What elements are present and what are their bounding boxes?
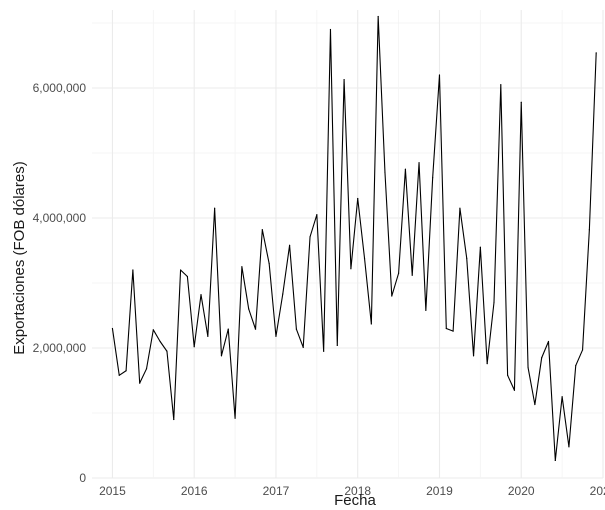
data-point: [248, 308, 250, 310]
data-point: [214, 207, 216, 209]
x-tick-label: 2015: [99, 484, 126, 498]
data-point: [125, 370, 127, 372]
data-point: [288, 244, 291, 246]
data-point: [486, 363, 488, 365]
data-point: [472, 355, 475, 357]
data-point: [588, 229, 590, 231]
x-tick-label: 2018: [344, 484, 371, 498]
data-point: [343, 78, 345, 81]
data-point: [295, 328, 297, 330]
data-point: [493, 301, 495, 304]
data-point: [452, 330, 454, 332]
data-point: [568, 446, 570, 448]
data-point: [336, 344, 338, 346]
data-point: [234, 417, 236, 419]
data-point: [459, 207, 461, 209]
y-axis-ticks: 0 2,000,000 4,000,000 6,000,000: [33, 81, 87, 485]
data-point: [541, 357, 543, 359]
data-point: [282, 293, 284, 295]
data-point: [220, 355, 223, 357]
y-tick-label: 0: [79, 471, 86, 485]
data-point: [309, 236, 311, 238]
data-point: [466, 257, 468, 259]
data-point: [595, 52, 597, 54]
data-point: [268, 262, 270, 265]
data-point: [241, 266, 243, 268]
series-line: [111, 15, 597, 462]
data-point: [323, 350, 325, 352]
x-axis-title: Fecha: [334, 492, 376, 509]
data-point: [418, 162, 420, 164]
data-point: [445, 327, 447, 330]
data-point: [363, 257, 366, 259]
data-point: [391, 295, 393, 297]
data-point: [166, 350, 168, 352]
data-point: [534, 403, 536, 406]
data-point: [411, 274, 413, 276]
data-point: [132, 269, 134, 271]
data-point: [186, 275, 188, 278]
data-point: [520, 101, 522, 103]
data-point: [479, 246, 481, 248]
data-point: [547, 340, 550, 343]
y-tick-label: 4,000,000: [33, 211, 87, 225]
data-point: [159, 340, 161, 343]
data-point: [152, 329, 154, 331]
data-point: [513, 389, 516, 391]
x-tick-label: 2020: [508, 484, 535, 498]
data-point: [111, 327, 114, 330]
data-point: [316, 214, 318, 216]
data-point: [370, 323, 372, 325]
data-point: [179, 269, 182, 271]
data-point: [507, 374, 509, 376]
data-point: [554, 459, 556, 462]
data-point: [139, 382, 141, 384]
y-tick-label: 2,000,000: [33, 341, 87, 355]
data-point: [575, 364, 577, 367]
data-point: [193, 346, 195, 348]
x-tick-label: 2021: [590, 484, 605, 498]
series-layer: [111, 15, 597, 462]
data-point: [118, 374, 120, 376]
data-point: [275, 335, 277, 337]
data-point: [384, 171, 386, 174]
x-axis-ticks: 2015 2016 2017 2018 2019 2020 2021: [99, 484, 605, 498]
data-point: [207, 335, 209, 337]
data-point: [438, 74, 441, 76]
data-point: [254, 328, 257, 330]
x-tick-label: 2016: [181, 484, 208, 498]
data-point: [398, 272, 400, 274]
data-point: [350, 268, 352, 270]
data-point: [581, 349, 584, 351]
grid: [92, 10, 604, 479]
data-point: [145, 368, 148, 370]
data-point: [404, 168, 407, 170]
x-tick-label: 2019: [426, 484, 453, 498]
data-point: [227, 328, 229, 330]
y-axis-title: Exportaciones (FOB dólares): [11, 161, 28, 354]
data-point: [302, 346, 304, 348]
data-point: [432, 177, 434, 179]
data-point: [425, 309, 427, 311]
data-point: [561, 396, 563, 398]
data-point: [527, 366, 529, 369]
data-point: [200, 294, 202, 296]
y-tick-label: 6,000,000: [33, 81, 87, 95]
data-point: [357, 197, 359, 200]
data-point: [377, 15, 379, 18]
data-point: [500, 84, 502, 86]
data-point: [329, 28, 332, 31]
x-tick-label: 2017: [263, 484, 290, 498]
data-point: [261, 229, 263, 231]
data-point: [173, 418, 175, 421]
